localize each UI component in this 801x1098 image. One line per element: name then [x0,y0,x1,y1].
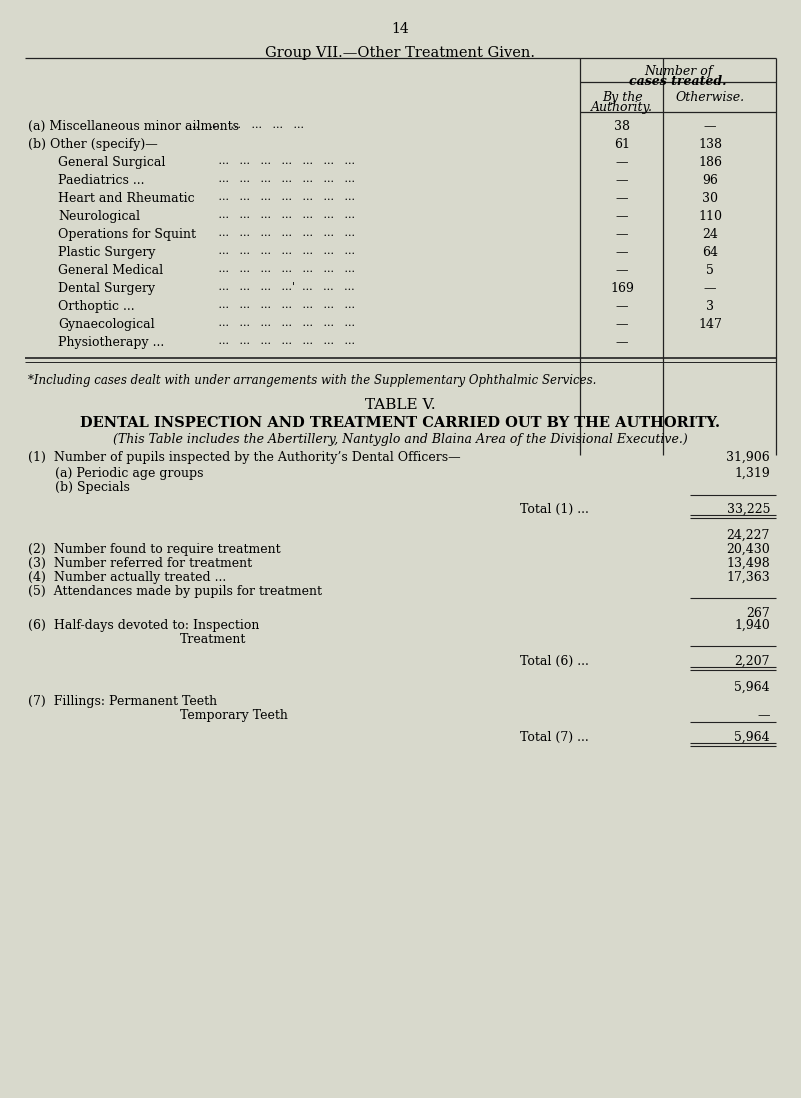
Text: —: — [758,709,770,722]
Text: Total (7) ...: Total (7) ... [520,731,589,744]
Text: Orthoptic ...: Orthoptic ... [58,300,135,313]
Text: Dental Surgery: Dental Surgery [58,282,155,295]
Text: cases treated.: cases treated. [630,75,727,88]
Text: —: — [616,210,628,223]
Text: 14: 14 [391,22,409,36]
Text: Paediatrics ...: Paediatrics ... [58,173,144,187]
Text: 5,964: 5,964 [735,681,770,694]
Text: —: — [704,120,716,133]
Text: *Including cases dealt with under arrangements with the Supplementary Ophthalmic: *Including cases dealt with under arrang… [28,374,597,386]
Text: 5,964: 5,964 [735,731,770,744]
Text: 5: 5 [706,264,714,277]
Text: —: — [616,264,628,277]
Text: General Surgical: General Surgical [58,156,165,169]
Text: 138: 138 [698,138,722,152]
Text: Otherwise.: Otherwise. [675,91,745,104]
Text: (b) Specials: (b) Specials [55,481,130,494]
Text: Neurological: Neurological [58,210,140,223]
Text: (a) Miscellaneous minor ailments: (a) Miscellaneous minor ailments [28,120,239,133]
Text: (7)  Fillings: Permanent Teeth: (7) Fillings: Permanent Teeth [28,695,217,708]
Text: 1,319: 1,319 [735,467,770,480]
Text: TABLE V.: TABLE V. [364,397,435,412]
Text: ...   ...   ...   ...   ...   ...   ...: ... ... ... ... ... ... ... [208,210,355,220]
Text: ...   ...   ...   ...   ...   ...   ...: ... ... ... ... ... ... ... [208,246,355,256]
Text: (This Table includes the Abertillery, Nantyglo and Blaina Area of the Divisional: (This Table includes the Abertillery, Na… [113,433,687,446]
Text: Total (6) ...: Total (6) ... [520,656,589,668]
Text: (3)  Number referred for treatment: (3) Number referred for treatment [28,557,252,570]
Text: Authority.: Authority. [591,101,653,114]
Text: 31,906: 31,906 [727,451,770,464]
Text: By the: By the [602,91,642,104]
Text: Heart and Rheumatic: Heart and Rheumatic [58,192,195,205]
Text: —: — [616,156,628,169]
Text: ...   ...   ...   ...'  ...   ...   ...: ... ... ... ...' ... ... ... [208,282,355,292]
Text: 64: 64 [702,246,718,259]
Text: 169: 169 [610,282,634,295]
Text: 267: 267 [747,607,770,620]
Text: ...   ...   ...   ...   ...   ...   ...: ... ... ... ... ... ... ... [208,336,355,346]
Text: 17,363: 17,363 [727,571,770,584]
Text: 96: 96 [702,173,718,187]
Text: DENTAL INSPECTION AND TREATMENT CARRIED OUT BY THE AUTHORITY.: DENTAL INSPECTION AND TREATMENT CARRIED … [80,416,720,430]
Text: 61: 61 [614,138,630,152]
Text: 33,225: 33,225 [727,503,770,516]
Text: 24: 24 [702,228,718,240]
Text: Total (1) ...: Total (1) ... [520,503,589,516]
Text: ...   ...   ...   ...   ...   ...   ...: ... ... ... ... ... ... ... [208,300,355,310]
Text: ...   ...   ...   ...   ...   ...   ...: ... ... ... ... ... ... ... [208,173,355,184]
Text: Gynaecological: Gynaecological [58,318,155,330]
Text: —: — [616,246,628,259]
Text: Operations for Squint: Operations for Squint [58,228,196,240]
Text: 13,498: 13,498 [727,557,770,570]
Text: 30: 30 [702,192,718,205]
Text: 186: 186 [698,156,722,169]
Text: 20,430: 20,430 [727,544,770,556]
Text: 110: 110 [698,210,722,223]
Text: Physiotherapy ...: Physiotherapy ... [58,336,164,349]
Text: ...   ...   ...   ...   ...   ...   ...: ... ... ... ... ... ... ... [208,156,355,166]
Text: —: — [616,173,628,187]
Text: ...   ...   ...   ...   ...   ...   ...: ... ... ... ... ... ... ... [208,192,355,202]
Text: —: — [704,282,716,295]
Text: —: — [616,192,628,205]
Text: (6)  Half-days devoted to: Inspection: (6) Half-days devoted to: Inspection [28,619,260,632]
Text: (a) Periodic age groups: (a) Periodic age groups [55,467,203,480]
Text: 147: 147 [698,318,722,330]
Text: —: — [616,336,628,349]
Text: ...   ...   ...   ...   ...   ...   ...: ... ... ... ... ... ... ... [208,264,355,274]
Text: Temporary Teeth: Temporary Teeth [180,709,288,722]
Text: —: — [616,228,628,240]
Text: Group VII.—Other Treatment Given.: Group VII.—Other Treatment Given. [265,46,535,60]
Text: ...   ...   ...   ...   ...   ...: ... ... ... ... ... ... [178,120,304,130]
Text: 3: 3 [706,300,714,313]
Text: (b) Other (specify)—: (b) Other (specify)— [28,138,158,152]
Text: 1,940: 1,940 [735,619,770,632]
Text: Number of: Number of [644,65,712,78]
Text: 38: 38 [614,120,630,133]
Text: (5)  Attendances made by pupils for treatment: (5) Attendances made by pupils for treat… [28,585,322,598]
Text: Treatment: Treatment [180,634,247,646]
Text: General Medical: General Medical [58,264,163,277]
Text: (1)  Number of pupils inspected by the Authority’s Dental Officers—: (1) Number of pupils inspected by the Au… [28,451,461,464]
Text: 24,227: 24,227 [727,529,770,542]
Text: —: — [616,318,628,330]
Text: ...   ...   ...   ...   ...   ...   ...: ... ... ... ... ... ... ... [208,228,355,238]
Text: Plastic Surgery: Plastic Surgery [58,246,155,259]
Text: (2)  Number found to require treatment: (2) Number found to require treatment [28,544,280,556]
Text: 2,207: 2,207 [735,656,770,668]
Text: ...   ...   ...   ...   ...   ...   ...: ... ... ... ... ... ... ... [208,318,355,328]
Text: (4)  Number actually treated ...: (4) Number actually treated ... [28,571,226,584]
Text: —: — [616,300,628,313]
